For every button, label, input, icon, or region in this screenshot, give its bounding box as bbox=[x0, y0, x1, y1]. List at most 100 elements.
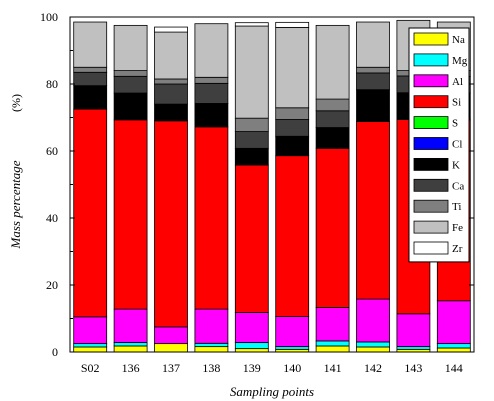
bar-segment-fe-138 bbox=[194, 23, 229, 78]
y-tick-label-60: 60 bbox=[46, 144, 58, 158]
bar-stack-142 bbox=[356, 21, 390, 353]
x-tick-label-S02: S02 bbox=[81, 361, 100, 375]
bar-segment-fe-140 bbox=[275, 26, 310, 109]
legend-swatch-na bbox=[413, 32, 449, 46]
y-axis-title: Mass percentage bbox=[8, 160, 23, 249]
bar-segment-mg-136 bbox=[113, 342, 148, 347]
legend-swatch-fe bbox=[413, 220, 449, 234]
bar-segment-ti-142 bbox=[356, 66, 390, 74]
bar-segment-k-137 bbox=[154, 103, 188, 122]
bar-segment-fe-142 bbox=[356, 21, 390, 68]
bar-segment-mg-S02 bbox=[73, 343, 108, 348]
bar-segment-al-142 bbox=[356, 298, 390, 343]
bar-segment-ti-140 bbox=[275, 107, 310, 120]
bar-segment-si-137 bbox=[154, 120, 188, 328]
bar-segment-fe-S02 bbox=[73, 21, 108, 68]
bar-segment-na-138 bbox=[194, 346, 229, 353]
bar-segment-ca-140 bbox=[275, 119, 310, 137]
bar-stack-S02 bbox=[73, 21, 108, 353]
bar-segment-fe-141 bbox=[315, 24, 350, 100]
bar-segment-k-140 bbox=[275, 135, 310, 157]
legend-swatch-al bbox=[413, 74, 449, 88]
legend: Na Mg Al Si S Cl K Ca Ti Fe Zr bbox=[408, 27, 470, 263]
bar-segment-ca-S02 bbox=[73, 71, 108, 87]
bar-segment-ti-136 bbox=[113, 70, 148, 77]
legend-swatch-ti bbox=[413, 199, 449, 213]
legend-label-ca: Ca bbox=[452, 180, 464, 192]
legend-label-s: S bbox=[452, 118, 458, 130]
legend-label-k: K bbox=[452, 159, 460, 171]
legend-label-fe: Fe bbox=[452, 222, 463, 234]
bar-segment-si-142 bbox=[356, 121, 390, 300]
legend-label-mg: Mg bbox=[452, 55, 468, 67]
legend-swatch-zr bbox=[413, 241, 449, 255]
legend-swatch-mg bbox=[413, 53, 449, 67]
bar-stack-136 bbox=[113, 24, 148, 353]
bar-segment-zr-140 bbox=[275, 21, 310, 28]
legend-label-al: Al bbox=[452, 76, 463, 88]
bar-segment-mg-144 bbox=[436, 343, 471, 349]
bar-segment-ca-136 bbox=[113, 75, 148, 94]
bar-segment-mg-140 bbox=[275, 346, 310, 350]
bar-segment-al-139 bbox=[234, 312, 269, 344]
y-tick-label-40: 40 bbox=[46, 211, 58, 225]
bar-segment-al-138 bbox=[194, 308, 229, 344]
bar-segment-si-139 bbox=[234, 164, 269, 313]
bar-segment-ca-139 bbox=[234, 131, 269, 149]
bar-segment-ti-138 bbox=[194, 76, 229, 84]
bar-segment-na-141 bbox=[315, 345, 350, 353]
legend-label-zr: Zr bbox=[452, 243, 463, 255]
bar-segment-ca-137 bbox=[154, 83, 188, 105]
bar-segment-zr-139 bbox=[234, 22, 269, 27]
bar-segment-ti-141 bbox=[315, 98, 350, 112]
bar-segment-na-139 bbox=[234, 348, 269, 353]
x-tick-label-143: 143 bbox=[404, 361, 422, 375]
x-tick-label-141: 141 bbox=[324, 361, 342, 375]
bar-segment-mg-138 bbox=[194, 342, 229, 348]
bar-segment-al-140 bbox=[275, 316, 310, 348]
bar-segment-k-138 bbox=[194, 103, 229, 128]
legend-label-cl: Cl bbox=[452, 139, 462, 151]
bar-segment-na-144 bbox=[436, 347, 471, 353]
bar-segment-ca-141 bbox=[315, 110, 350, 128]
x-tick-label-137: 137 bbox=[162, 361, 180, 375]
bar-segment-mg-142 bbox=[356, 341, 390, 348]
bar-segment-fe-137 bbox=[154, 31, 188, 80]
bar-segment-na-S02 bbox=[73, 346, 108, 353]
bar-segment-al-141 bbox=[315, 307, 350, 342]
bar-segment-na-142 bbox=[356, 346, 390, 353]
legend-swatch-ca bbox=[413, 178, 449, 192]
y-tick-label-20: 20 bbox=[46, 278, 58, 292]
x-tick-label-136: 136 bbox=[122, 361, 140, 375]
legend-swatch-k bbox=[413, 157, 449, 171]
y-axis-unit: (%) bbox=[9, 94, 23, 112]
bar-stack-139 bbox=[234, 22, 269, 353]
bar-stack-138 bbox=[194, 23, 229, 353]
legend-label-na: Na bbox=[452, 34, 465, 46]
x-tick-label-138: 138 bbox=[202, 361, 220, 375]
bar-segment-k-S02 bbox=[73, 85, 108, 110]
bar-segment-al-136 bbox=[113, 308, 148, 344]
legend-swatch-si bbox=[413, 95, 449, 109]
bar-segment-ti-139 bbox=[234, 117, 269, 132]
bar-segment-k-142 bbox=[356, 89, 390, 122]
bar-stack-140 bbox=[275, 21, 310, 353]
bar-segment-ti-137 bbox=[154, 78, 188, 85]
bar-segment-al-143 bbox=[396, 313, 431, 348]
legend-swatch-s bbox=[413, 116, 449, 129]
bar-segment-mg-143 bbox=[396, 346, 431, 350]
bar-segment-si-141 bbox=[315, 147, 350, 308]
bar-segment-ca-138 bbox=[194, 82, 229, 104]
bar-segment-fe-136 bbox=[113, 24, 148, 71]
bar-segment-k-139 bbox=[234, 147, 269, 166]
bar-segment-si-140 bbox=[275, 155, 310, 317]
legend-label-ti: Ti bbox=[452, 201, 461, 213]
x-axis: S02 136 137 138 139 140 141 142 143 144 bbox=[81, 361, 463, 375]
x-tick-label-142: 142 bbox=[364, 361, 382, 375]
bar-segment-k-141 bbox=[315, 127, 350, 149]
bar-segment-al-137 bbox=[154, 326, 188, 345]
x-tick-label-139: 139 bbox=[243, 361, 261, 375]
x-axis-title: Sampling points bbox=[230, 384, 314, 399]
bar-segment-k-136 bbox=[113, 92, 148, 121]
bar-segment-si-136 bbox=[113, 119, 148, 310]
